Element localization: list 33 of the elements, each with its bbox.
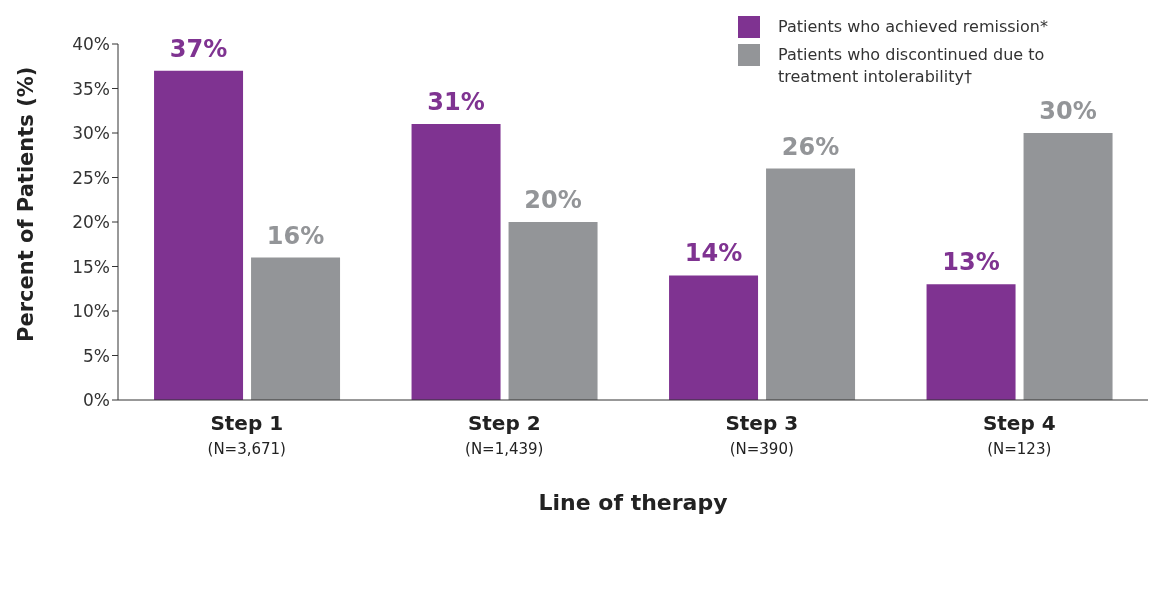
bar xyxy=(926,284,1016,400)
data-label: 37% xyxy=(169,34,228,63)
data-label: 26% xyxy=(781,132,840,161)
y-tick-label: 10% xyxy=(72,301,110,322)
x-tick-label: Step 2 (N=1,439) xyxy=(465,411,544,458)
y-axis-title: Percent of Patients (%) xyxy=(14,66,39,342)
y-tick-label: 20% xyxy=(72,212,110,233)
bar xyxy=(766,168,856,400)
data-label: 20% xyxy=(524,186,582,214)
x-tick-label: Step 4 (N=123) xyxy=(982,411,1056,458)
y-tick-label: 0% xyxy=(83,390,110,411)
x-tick-label: Step 3 (N=390) xyxy=(725,411,799,458)
data-label: 31% xyxy=(427,88,485,117)
legend-label: Patients who discontinued due to treatment intolerability† xyxy=(778,44,1046,88)
data-label: 14% xyxy=(684,239,743,268)
legend-label: Patients who achieved remission* xyxy=(778,16,1048,38)
bar xyxy=(154,70,244,400)
y-tick-label: 5% xyxy=(83,345,110,366)
y-tick-label: 35% xyxy=(72,78,110,99)
data-label: 13% xyxy=(942,248,1000,277)
y-tick-label: 15% xyxy=(72,256,110,277)
data-label: 30% xyxy=(1039,97,1097,125)
bar xyxy=(1023,133,1113,400)
bar xyxy=(508,222,598,400)
x-tick-label: Step 1 (N=3,671) xyxy=(207,411,286,458)
bar xyxy=(251,257,341,400)
y-tick-label: 25% xyxy=(72,167,110,188)
data-label: 16% xyxy=(266,221,325,250)
bar xyxy=(411,124,501,400)
y-tick-label: 30% xyxy=(72,123,110,144)
y-tick-label: 40% xyxy=(72,34,110,55)
bar xyxy=(669,275,759,400)
x-axis-title: Line of therapy xyxy=(538,490,728,515)
